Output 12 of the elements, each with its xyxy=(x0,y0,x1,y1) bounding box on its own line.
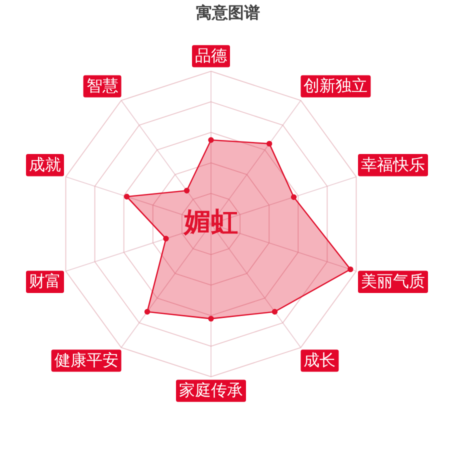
spoke-label: 财富 xyxy=(29,271,61,290)
spoke-label: 创新独立 xyxy=(304,76,368,95)
chart-title: 寓意图谱 xyxy=(196,2,260,22)
spoke-label: 美丽气质 xyxy=(361,271,425,290)
spoke-label: 智慧 xyxy=(86,76,118,95)
spoke-label: 家庭传承 xyxy=(179,380,243,400)
spoke-label: 品德 xyxy=(195,46,227,65)
spoke-label: 幸福快乐 xyxy=(361,154,425,174)
spoke-label: 成就 xyxy=(29,154,61,174)
spoke-label: 成长 xyxy=(304,350,336,370)
text: 媚虹 xyxy=(183,207,238,238)
spoke-label: 健康平安 xyxy=(54,350,118,370)
